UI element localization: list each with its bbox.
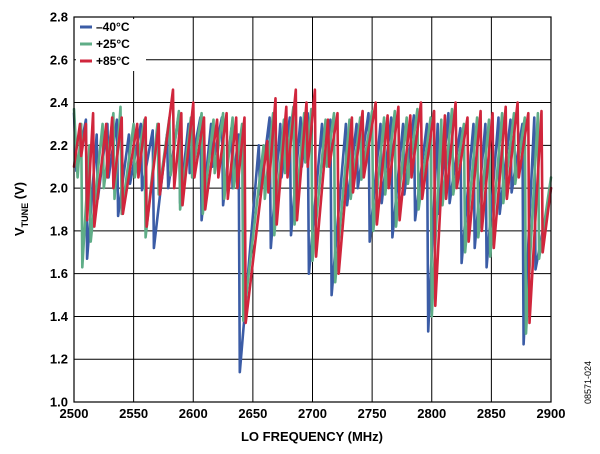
x-axis-title: LO FREQUENCY (MHz) — [241, 429, 383, 444]
y-tick-2.8: 2.8 — [50, 10, 68, 25]
legend-label-plus25c: +25°C — [96, 37, 130, 51]
y-tick-1.0: 1.0 — [50, 395, 68, 410]
y-axis-title-unit: (V) — [12, 182, 27, 203]
y-tick-1.2: 1.2 — [50, 352, 68, 367]
x-tick-2800: 2800 — [417, 406, 446, 421]
legend-label-plus85c: +85°C — [96, 54, 130, 68]
x-tick-2500: 2500 — [60, 406, 89, 421]
x-tick-2900: 2900 — [537, 406, 566, 421]
y-tick-2.2: 2.2 — [50, 138, 68, 153]
figure-id: 08571-024 — [583, 361, 593, 404]
y-axis-title-sub: TUNE — [20, 203, 30, 228]
y-tick-labels: 1.0 1.2 1.4 1.6 1.8 2.0 2.2 2.4 2.6 2.8 — [50, 10, 69, 410]
x-tick-2750: 2750 — [358, 406, 387, 421]
x-tick-labels: 2500 2550 2600 2650 2700 2750 2800 2850 2900 — [60, 406, 566, 421]
series-line-plus85c — [72, 88, 553, 325]
y-tick-2.0: 2.0 — [50, 181, 68, 196]
y-axis-title-main: V — [12, 227, 27, 236]
legend-label-minus40c: –40°C — [96, 20, 130, 34]
y-axis-title: VTUNE (V) — [12, 182, 30, 236]
y-tick-1.4: 1.4 — [50, 309, 69, 324]
x-tick-2700: 2700 — [298, 406, 327, 421]
y-tick-1.8: 1.8 — [50, 223, 68, 238]
x-tick-2600: 2600 — [179, 406, 208, 421]
x-tick-2850: 2850 — [477, 406, 506, 421]
y-tick-1.6: 1.6 — [50, 266, 68, 281]
plot-frame — [73, 16, 552, 403]
legend: –40°C +25°C +85°C — [76, 19, 146, 71]
y-tick-2.4: 2.4 — [50, 95, 69, 110]
series-group — [72, 88, 553, 374]
x-tick-2650: 2650 — [238, 406, 267, 421]
x-tick-2550: 2550 — [119, 406, 148, 421]
y-tick-2.6: 2.6 — [50, 52, 68, 67]
